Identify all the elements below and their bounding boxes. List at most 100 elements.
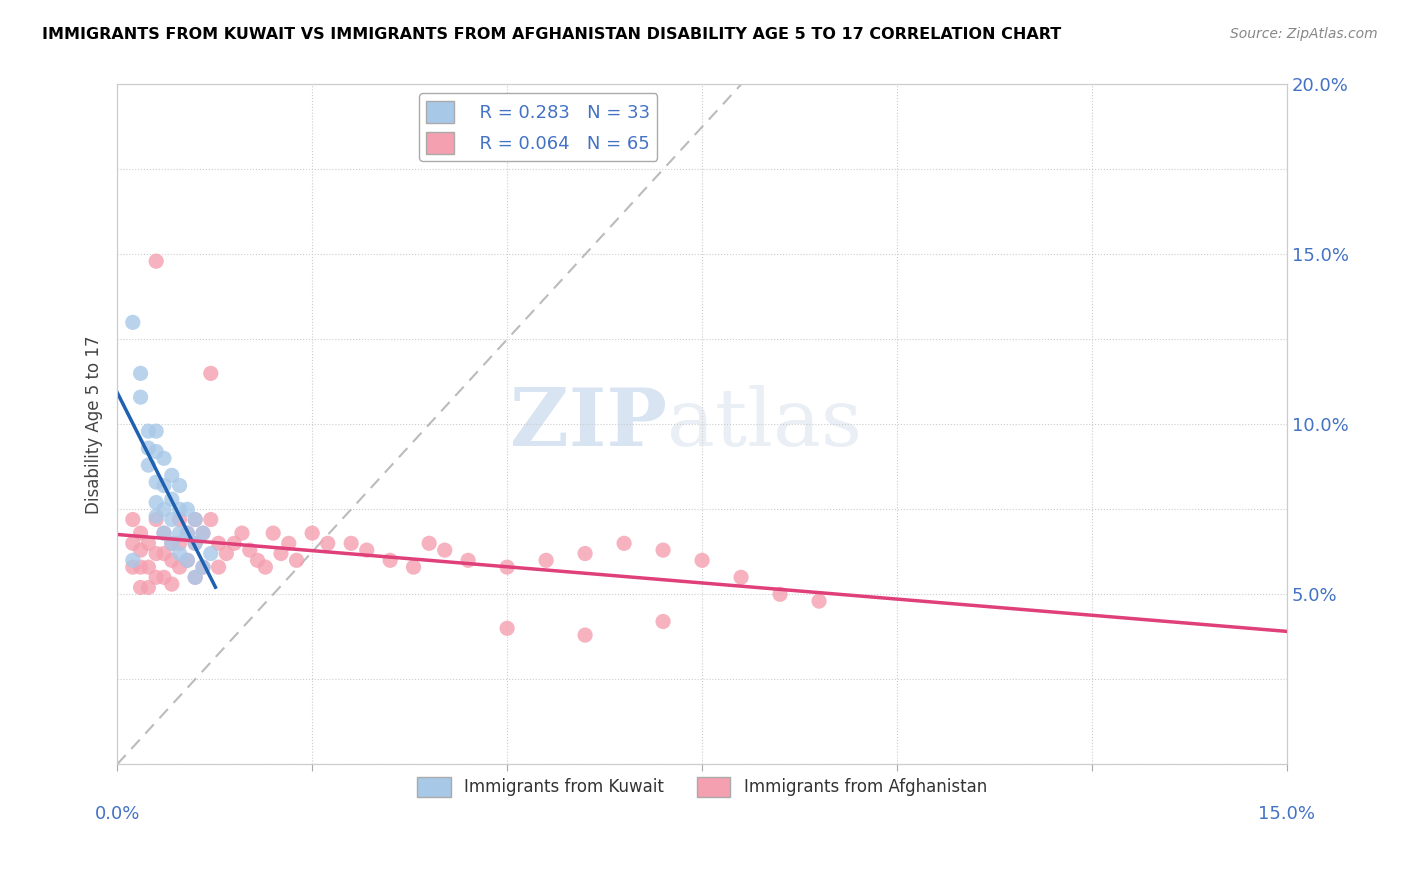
- Point: [160, 492, 183, 507]
- Point: [153, 502, 176, 516]
- Point: [145, 570, 167, 584]
- Point: [129, 390, 152, 404]
- Point: [169, 536, 191, 550]
- Point: [176, 502, 198, 516]
- Text: Source: ZipAtlas.com: Source: ZipAtlas.com: [1230, 27, 1378, 41]
- Point: [277, 536, 299, 550]
- Point: [160, 512, 183, 526]
- Point: [138, 441, 160, 455]
- Point: [191, 526, 214, 541]
- Point: [200, 547, 222, 561]
- Point: [207, 560, 229, 574]
- Point: [808, 594, 831, 608]
- Point: [690, 553, 713, 567]
- Point: [239, 543, 262, 558]
- Point: [176, 553, 198, 567]
- Point: [169, 512, 191, 526]
- Point: [191, 560, 214, 574]
- Point: [769, 587, 792, 601]
- Point: [169, 502, 191, 516]
- Point: [574, 547, 596, 561]
- Point: [356, 543, 378, 558]
- Point: [176, 526, 198, 541]
- Point: [224, 536, 246, 550]
- Point: [418, 536, 440, 550]
- Point: [534, 553, 557, 567]
- Point: [145, 475, 167, 490]
- Point: [301, 526, 323, 541]
- Point: [145, 444, 167, 458]
- Point: [145, 509, 167, 524]
- Point: [285, 553, 308, 567]
- Point: [153, 478, 176, 492]
- Legend: Immigrants from Kuwait, Immigrants from Afghanistan: Immigrants from Kuwait, Immigrants from …: [411, 770, 994, 804]
- Point: [138, 536, 160, 550]
- Point: [153, 451, 176, 466]
- Point: [730, 570, 752, 584]
- Point: [145, 495, 167, 509]
- Point: [191, 560, 214, 574]
- Point: [145, 254, 167, 268]
- Point: [613, 536, 636, 550]
- Point: [145, 547, 167, 561]
- Point: [160, 536, 183, 550]
- Point: [129, 526, 152, 541]
- Point: [496, 621, 519, 635]
- Text: IMMIGRANTS FROM KUWAIT VS IMMIGRANTS FROM AFGHANISTAN DISABILITY AGE 5 TO 17 COR: IMMIGRANTS FROM KUWAIT VS IMMIGRANTS FRO…: [42, 27, 1062, 42]
- Point: [215, 547, 238, 561]
- Point: [184, 536, 207, 550]
- Point: [207, 536, 229, 550]
- Text: 15.0%: 15.0%: [1258, 805, 1316, 823]
- Point: [121, 512, 143, 526]
- Point: [160, 577, 183, 591]
- Point: [169, 560, 191, 574]
- Point: [457, 553, 479, 567]
- Text: atlas: atlas: [666, 385, 862, 463]
- Point: [652, 615, 675, 629]
- Point: [176, 526, 198, 541]
- Point: [121, 315, 143, 329]
- Point: [160, 553, 183, 567]
- Text: ZIP: ZIP: [510, 385, 666, 463]
- Point: [184, 512, 207, 526]
- Point: [121, 553, 143, 567]
- Point: [176, 553, 198, 567]
- Point: [652, 543, 675, 558]
- Point: [316, 536, 339, 550]
- Point: [340, 536, 363, 550]
- Point: [129, 367, 152, 381]
- Point: [145, 512, 167, 526]
- Point: [138, 560, 160, 574]
- Point: [184, 536, 207, 550]
- Point: [129, 560, 152, 574]
- Point: [433, 543, 456, 558]
- Point: [378, 553, 401, 567]
- Point: [129, 543, 152, 558]
- Point: [231, 526, 253, 541]
- Point: [129, 581, 152, 595]
- Point: [246, 553, 269, 567]
- Point: [160, 536, 183, 550]
- Point: [153, 526, 176, 541]
- Point: [138, 581, 160, 595]
- Point: [191, 526, 214, 541]
- Point: [169, 526, 191, 541]
- Point: [184, 570, 207, 584]
- Point: [169, 478, 191, 492]
- Text: 0.0%: 0.0%: [94, 805, 139, 823]
- Point: [262, 526, 284, 541]
- Point: [184, 512, 207, 526]
- Point: [200, 367, 222, 381]
- Point: [145, 424, 167, 438]
- Point: [121, 536, 143, 550]
- Point: [184, 570, 207, 584]
- Point: [138, 424, 160, 438]
- Point: [160, 468, 183, 483]
- Point: [153, 570, 176, 584]
- Point: [270, 547, 292, 561]
- Point: [200, 512, 222, 526]
- Point: [169, 547, 191, 561]
- Point: [121, 560, 143, 574]
- Point: [574, 628, 596, 642]
- Y-axis label: Disability Age 5 to 17: Disability Age 5 to 17: [86, 335, 103, 514]
